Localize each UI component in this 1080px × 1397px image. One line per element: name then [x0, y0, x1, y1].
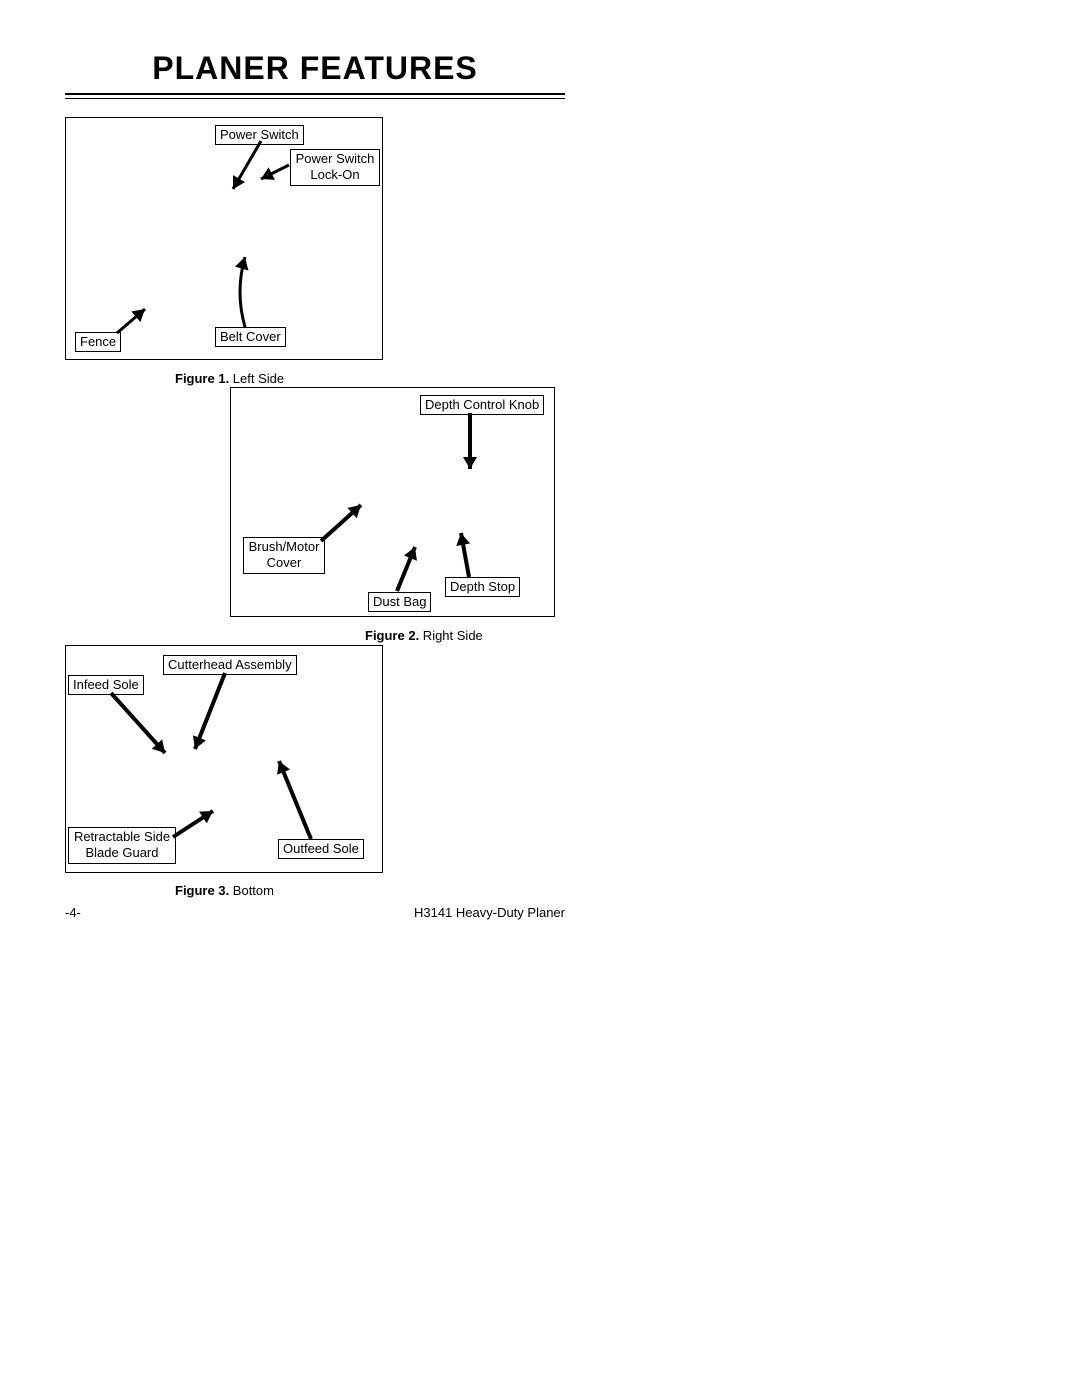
arrow-icon	[246, 150, 304, 194]
arrow-icon	[455, 398, 485, 484]
arrow-icon	[306, 490, 376, 556]
arrow-icon	[158, 796, 228, 852]
page-number: -4-	[65, 905, 81, 920]
fig2-caption: Figure 2. Right Side	[365, 628, 483, 643]
arrow-icon	[382, 532, 430, 606]
arrow-icon	[102, 294, 160, 348]
fig3-caption: Figure 3. Bottom	[175, 883, 274, 898]
footer: -4- H3141 Heavy-Duty Planer	[65, 905, 565, 920]
product-name: H3141 Heavy-Duty Planer	[414, 905, 565, 920]
fig1-caption: Figure 1. Left Side	[175, 371, 284, 386]
arrow-icon	[96, 678, 180, 768]
diagram-area: Power SwitchPower SwitchLock-OnFenceBelt…	[65, 117, 565, 907]
title-rule	[65, 93, 565, 99]
arrow-icon	[230, 242, 260, 342]
arrow-icon	[446, 518, 484, 592]
page-title: PLANER FEATURES	[65, 50, 565, 87]
arrow-icon	[264, 746, 326, 854]
arrow-icon	[180, 658, 240, 764]
page-container: PLANER FEATURES Power SwitchPower Switch…	[65, 50, 565, 907]
